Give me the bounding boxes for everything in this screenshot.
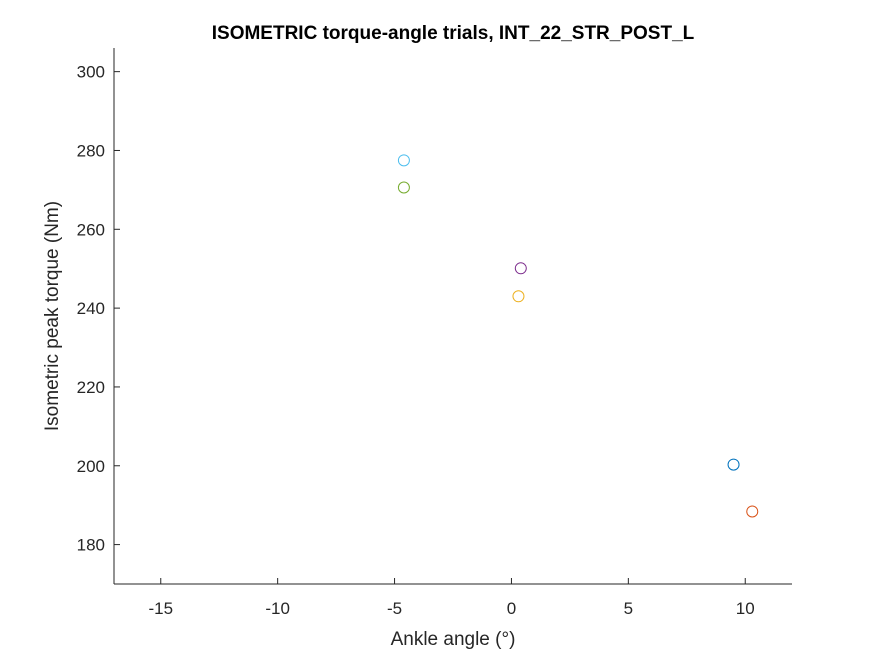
- y-tick-label: 260: [77, 220, 105, 239]
- data-point: [397, 181, 410, 194]
- y-tick-label: 300: [77, 63, 105, 82]
- data-point: [512, 290, 525, 303]
- axes: [113, 48, 792, 585]
- tick-group: -15 -10 -5 0 5 10 180 200 220 240 260 280 300: [77, 63, 755, 618]
- x-tick-label: 10: [736, 599, 755, 618]
- x-tick-label: -15: [148, 599, 173, 618]
- y-tick-label: 180: [77, 536, 105, 555]
- chart-title: ISOMETRIC torque-angle trials, INT_22_ST…: [212, 23, 695, 44]
- x-tick-label: -5: [387, 599, 402, 618]
- y-axis-label: Isometric peak torque (Nm): [42, 201, 63, 431]
- data-point: [514, 262, 527, 275]
- data-point: [746, 505, 759, 518]
- y-tick-label: 200: [77, 457, 105, 476]
- x-tick-label: -10: [265, 599, 290, 618]
- data-points: [397, 154, 759, 518]
- x-tick-label: 5: [624, 599, 633, 618]
- y-tick-label: 220: [77, 378, 105, 397]
- y-tick-label: 280: [77, 141, 105, 160]
- data-point: [727, 458, 740, 471]
- y-tick-label: 240: [77, 299, 105, 318]
- data-point: [397, 154, 410, 167]
- x-tick-label: 0: [507, 599, 516, 618]
- x-axis-label: Ankle angle (°): [391, 629, 516, 650]
